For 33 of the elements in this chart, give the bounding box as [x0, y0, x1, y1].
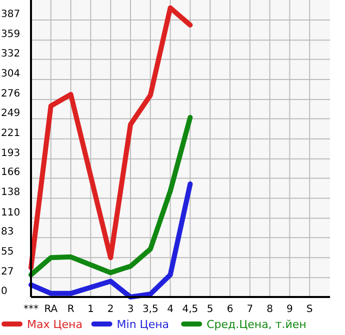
- y-tick-label: 193: [1, 148, 20, 159]
- y-tick-label: 110: [1, 207, 20, 218]
- x-tick-label: R: [67, 304, 74, 315]
- x-tick-label: 6: [226, 304, 234, 315]
- y-tick-label: 55: [1, 246, 14, 258]
- x-tick-label: 3,5: [142, 304, 158, 315]
- legend-label: Сред.Цена, т.йен: [206, 318, 306, 331]
- x-tick-label: RA: [44, 304, 58, 315]
- x-tick-label: 5: [206, 304, 214, 315]
- y-tick-label: 0: [1, 286, 8, 297]
- x-tick-label: S: [306, 304, 313, 315]
- y-tick-label: 27: [1, 266, 14, 278]
- y-tick-label: 138: [1, 187, 20, 198]
- x-tick-label: ***: [24, 304, 38, 315]
- y-tick-label: 359: [1, 29, 20, 40]
- x-tick-label: 9: [286, 304, 293, 315]
- legend-label: Min Цена: [116, 318, 170, 331]
- legend-label: Max Цена: [27, 318, 82, 331]
- x-tick-label: 2: [107, 304, 114, 315]
- y-tick-label: 332: [1, 48, 20, 60]
- x-tick-label: 8: [266, 304, 273, 315]
- x-tick-label: 7: [246, 304, 254, 315]
- x-tick-label: 4: [167, 304, 174, 315]
- y-tick-label: 304: [1, 68, 20, 80]
- y-tick-label: 276: [1, 88, 20, 100]
- y-tick-label: 249: [1, 108, 20, 119]
- x-tick-label: 3: [127, 304, 134, 315]
- y-tick-label: 221: [1, 128, 20, 139]
- y-tick-label: 387: [1, 9, 20, 20]
- x-tick-label: 1: [88, 304, 94, 315]
- y-tick-label: 166: [1, 167, 20, 178]
- x-tick-label: 4,5: [182, 304, 198, 315]
- y-tick-label: 83: [1, 226, 14, 238]
